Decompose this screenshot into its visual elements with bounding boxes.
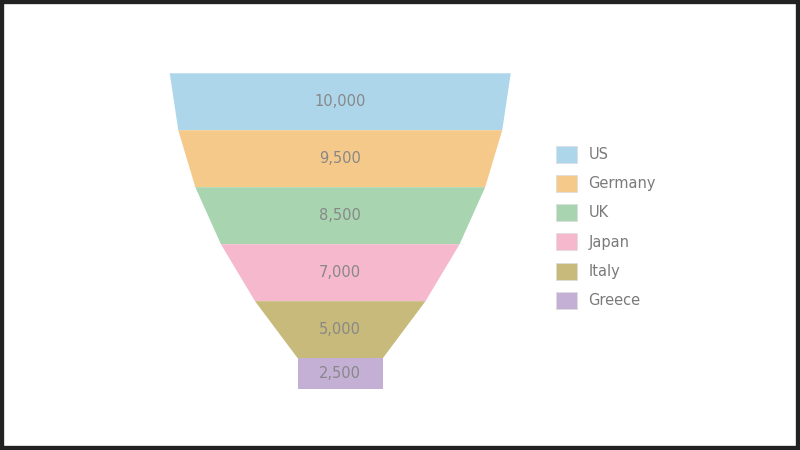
Text: 9,500: 9,500: [319, 151, 361, 166]
Polygon shape: [221, 244, 459, 301]
Legend: US, Germany, UK, Japan, Italy, Greece: US, Germany, UK, Japan, Italy, Greece: [549, 139, 663, 316]
Text: 10,000: 10,000: [314, 94, 366, 109]
Text: 5,000: 5,000: [319, 322, 362, 337]
Text: 2,500: 2,500: [319, 366, 362, 381]
Polygon shape: [195, 187, 485, 244]
Text: 7,000: 7,000: [319, 265, 362, 280]
Polygon shape: [298, 358, 383, 389]
Text: 8,500: 8,500: [319, 208, 361, 223]
Polygon shape: [178, 130, 502, 187]
Polygon shape: [255, 301, 426, 358]
Polygon shape: [170, 73, 510, 130]
